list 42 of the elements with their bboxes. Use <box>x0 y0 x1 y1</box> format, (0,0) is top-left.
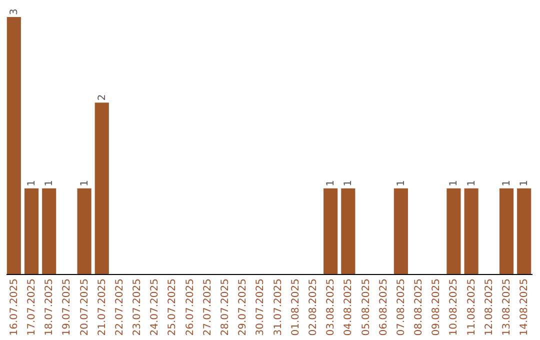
data-label: 1 <box>519 180 530 186</box>
data-label: 1 <box>79 180 90 186</box>
data-label: 3 <box>8 8 20 15</box>
x-tick-label: 01.08.2025 <box>290 278 302 336</box>
x-tick-label: 05.08.2025 <box>360 278 372 336</box>
data-label: 1 <box>326 180 337 186</box>
x-tick-label: 09.08.2025 <box>431 278 442 336</box>
x-tick-label: 03.08.2025 <box>326 278 337 336</box>
data-label: 1 <box>343 180 354 186</box>
x-tick-label: 30.07.2025 <box>255 278 266 336</box>
x-tick-label: 02.08.2025 <box>308 278 319 336</box>
x-tick-label: 25.07.2025 <box>167 278 178 336</box>
x-tick-label: 31.07.2025 <box>272 278 284 336</box>
x-tick-label: 16.07.2025 <box>8 278 20 336</box>
x-tick-label: 06.08.2025 <box>378 278 390 336</box>
x-tick-label: 26.07.2025 <box>184 278 196 336</box>
x-tick-label: 18.07.2025 <box>44 278 56 336</box>
x-tick-label: 22.07.2025 <box>114 278 126 336</box>
x-tick-label: 23.07.2025 <box>132 278 144 336</box>
x-tick-label: 11.08.2025 <box>466 278 478 336</box>
x-tick-label: 27.07.2025 <box>202 278 214 336</box>
x-tick-label: 10.08.2025 <box>448 278 460 336</box>
data-label: 1 <box>396 180 407 186</box>
data-label: 2 <box>96 94 108 101</box>
x-tick-label: 21.07.2025 <box>96 278 108 336</box>
x-tick-label: 20.07.2025 <box>79 278 90 336</box>
x-tick-label: 13.08.2025 <box>501 278 512 336</box>
data-label: 1 <box>501 180 512 186</box>
x-tick-label: 24.07.2025 <box>150 278 161 336</box>
data-label: 1 <box>466 180 478 186</box>
x-tick-label: 12.08.2025 <box>484 278 495 336</box>
x-tick-label: 19.07.2025 <box>62 278 73 336</box>
x-tick-label: 29.07.2025 <box>238 278 249 336</box>
x-tick-label: 07.08.2025 <box>396 278 407 336</box>
data-label: 1 <box>448 180 460 186</box>
x-tick-label: 17.07.2025 <box>26 278 38 336</box>
data-label: 1 <box>26 180 38 186</box>
x-tick-label: 14.08.2025 <box>519 278 530 336</box>
x-tick-label: 08.08.2025 <box>414 278 425 336</box>
data-label: 1 <box>44 180 56 186</box>
x-tick-label: 04.08.2025 <box>343 278 354 336</box>
x-tick-label: 28.07.2025 <box>220 278 232 336</box>
